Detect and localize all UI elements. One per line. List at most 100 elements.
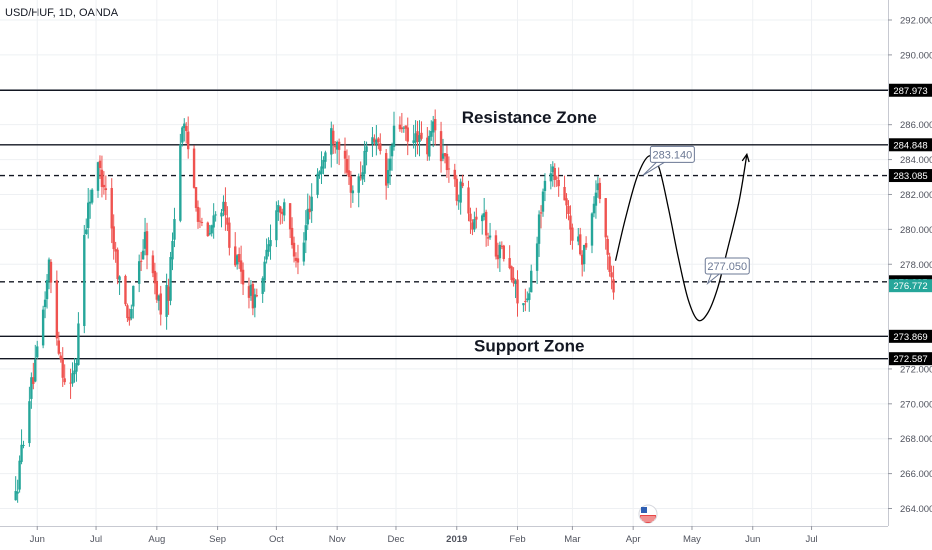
candle-body xyxy=(153,270,157,284)
candle-body xyxy=(596,183,600,191)
x-tick-label: Dec xyxy=(388,534,405,545)
candle-body xyxy=(212,215,215,228)
candle-body xyxy=(83,234,86,327)
candle-body xyxy=(488,235,492,238)
candle-body xyxy=(553,168,556,181)
candle-body xyxy=(90,189,94,203)
candle-body xyxy=(43,299,47,308)
time-axis[interactable]: Jun Jul Aug Sep Oct Nov Dec 2019 Feb Mar Apr May Jun… xyxy=(0,526,888,545)
candle-body xyxy=(61,358,64,378)
candle-body xyxy=(275,210,278,241)
callout-box[interactable] xyxy=(704,257,750,275)
candle-body xyxy=(36,346,39,358)
candle-body xyxy=(359,176,362,178)
candle-body xyxy=(524,301,527,303)
candle-body xyxy=(200,222,204,224)
candle-body xyxy=(418,135,421,142)
candle-body xyxy=(183,123,186,129)
candle-body xyxy=(263,261,266,281)
candle-body xyxy=(14,491,17,501)
price-axis[interactable]: 292.000290.000288.000286.000284.000282.0… xyxy=(888,0,932,550)
candle-body xyxy=(343,150,347,159)
candle-body xyxy=(306,208,309,225)
candle-body xyxy=(116,249,119,280)
x-tick-label: Nov xyxy=(329,534,346,545)
candle-body xyxy=(265,249,268,260)
y-tick-label: 264.000 xyxy=(900,504,932,515)
candle-body xyxy=(406,127,409,142)
x-tick-label: May xyxy=(683,534,701,545)
candle-body xyxy=(500,245,504,247)
candle-body xyxy=(332,130,335,144)
candle-body xyxy=(606,239,609,255)
candle-body xyxy=(486,237,490,239)
candle-body xyxy=(530,270,533,293)
candle-body xyxy=(237,254,241,262)
candle-body xyxy=(137,261,141,284)
candle-body xyxy=(32,377,35,384)
candle-body xyxy=(571,227,574,241)
candle-body xyxy=(481,215,484,222)
candle-body xyxy=(112,226,115,250)
candle-body xyxy=(214,214,217,216)
projection-path xyxy=(614,152,750,322)
candle-body xyxy=(206,222,209,237)
y-tick-label: 292.000 xyxy=(900,16,932,27)
candle-body xyxy=(526,298,529,301)
candle-body xyxy=(196,206,200,222)
candle-body xyxy=(457,200,460,202)
candle-body xyxy=(139,260,143,262)
candle-body xyxy=(473,219,476,230)
candle-body xyxy=(412,140,415,143)
candle-body xyxy=(386,170,390,184)
candle-body xyxy=(447,168,451,170)
candle-body xyxy=(49,261,53,283)
candle-body xyxy=(234,246,237,266)
candle-body xyxy=(528,293,531,300)
projection-arrowhead-icon xyxy=(741,152,750,163)
candle-body xyxy=(69,382,72,384)
chart-ticker-title: USD/HUF, 1D, OANDA xyxy=(5,7,119,19)
candle-body xyxy=(224,201,227,216)
candle-body xyxy=(165,284,168,317)
candle-body xyxy=(181,127,184,143)
candle-body xyxy=(302,242,306,262)
candle-body xyxy=(461,182,464,187)
level-price-label: 283.085 xyxy=(893,171,927,182)
candle-body xyxy=(55,280,59,339)
candle-body xyxy=(210,225,213,234)
x-tick-label: Mar xyxy=(564,534,580,545)
candle-body xyxy=(85,229,88,235)
candle-body xyxy=(433,119,437,131)
callout-box[interactable] xyxy=(649,145,695,163)
candle-body xyxy=(432,121,435,133)
y-tick-label: 280.000 xyxy=(900,225,932,236)
candle-body xyxy=(373,138,376,143)
candle-body xyxy=(414,133,417,143)
candle-body xyxy=(398,124,402,130)
candle-body xyxy=(279,206,282,213)
candle-body xyxy=(590,213,594,246)
candle-body xyxy=(277,205,280,212)
candle-body xyxy=(580,254,584,265)
candle-body xyxy=(569,215,572,230)
level-price-badge xyxy=(889,329,932,343)
candle-body xyxy=(167,286,170,301)
projection-curve[interactable] xyxy=(614,154,748,322)
candle-body xyxy=(535,243,539,271)
y-tick-label: 268.000 xyxy=(900,434,932,445)
level-price-badge xyxy=(889,169,932,183)
candle-body xyxy=(255,295,258,297)
candle-body xyxy=(173,219,176,240)
candle-body xyxy=(459,181,462,203)
candle-body xyxy=(453,169,456,180)
candle-body xyxy=(563,186,566,201)
candle-body xyxy=(494,235,498,257)
candle-body xyxy=(194,187,198,208)
horizontal-levels xyxy=(0,89,888,360)
candle-body xyxy=(371,137,374,144)
candle-body xyxy=(128,316,131,321)
candle-body xyxy=(430,131,433,137)
candle-body xyxy=(222,201,225,212)
